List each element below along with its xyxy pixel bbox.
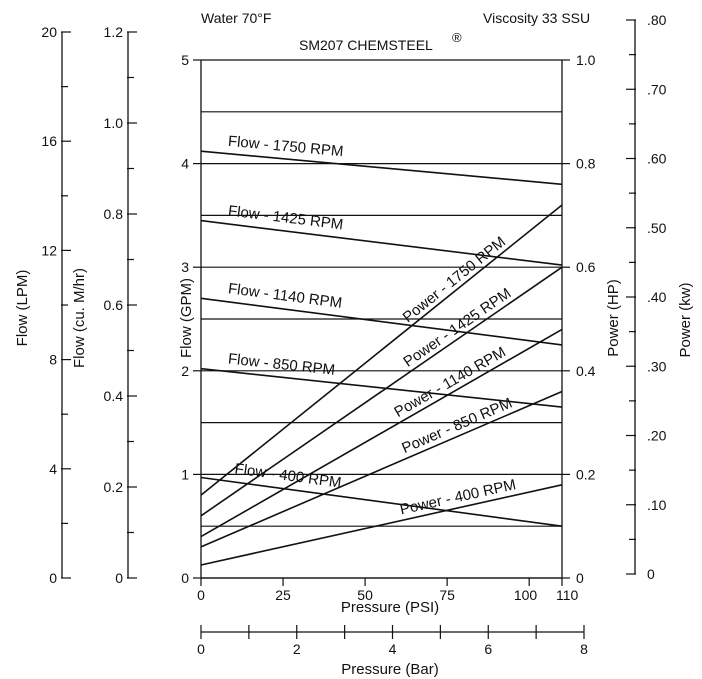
y-axis-hp-tick-label: 0.4 [576, 363, 596, 379]
y-axis-gpm-tick-label: 5 [181, 52, 189, 68]
x-axis-title: Pressure (PSI) [341, 599, 439, 616]
flow-curve-label: Flow - 850 RPM [227, 350, 336, 378]
flow-curve [200, 150, 563, 186]
y-axis-cum-tick-label: 0.2 [104, 479, 124, 495]
y-axis-title-cum: Flow (cu. M/hr) [71, 268, 88, 368]
power-curve [200, 204, 563, 496]
y-axis-lpm-tick-label: 20 [41, 24, 57, 40]
registered-mark: ® [452, 30, 462, 45]
flow-curve-label: Flow - 1425 RPM [227, 202, 344, 233]
x2-axis-bar-tick-label: 0 [197, 641, 205, 657]
x2-axis-bar-tick-label: 2 [293, 641, 301, 657]
flow-curve-label: Flow - 1140 RPM [227, 280, 343, 312]
power-curve [200, 266, 563, 517]
power-curve [200, 484, 563, 566]
flow-curve-label: Flow - 1750 RPM [227, 133, 344, 160]
y-axis-title-lpm: Flow (LPM) [14, 270, 31, 347]
y-axis-cum-tick-label: 0 [115, 570, 123, 586]
x-axis-psi-tick-label: 100 [514, 587, 538, 603]
y-axis-hp-tick-label: 0 [576, 570, 584, 586]
flow-curve [200, 476, 563, 527]
y-axis-lpm-tick-label: 12 [41, 242, 57, 258]
y-axis-hp-tick-label: 1.0 [576, 52, 596, 68]
y-axis-gpm-tick-label: 1 [181, 466, 189, 482]
x2-axis-title: Pressure (Bar) [341, 661, 439, 678]
y-axis-gpm-tick-label: 4 [181, 156, 189, 172]
y-axis-cum-tick-label: 0.6 [104, 297, 124, 313]
x-axis-psi-tick-label: 75 [439, 587, 455, 603]
x-axis-psi-tick-label: 110 [556, 587, 579, 603]
x-axis-psi-tick-label: 50 [357, 587, 373, 603]
x-axis-psi-tick-label: 25 [275, 587, 291, 603]
y-axis-cum-tick-label: 0.4 [104, 388, 124, 404]
x-axis-psi-tick-label: 0 [197, 587, 205, 603]
y-axis-lpm-tick-label: 0 [49, 570, 57, 586]
axes [61, 19, 636, 639]
y-axis-kw-tick-label: .70 [647, 81, 667, 97]
y-axis-kw-tick-label: .80 [647, 12, 667, 28]
power-curve [200, 328, 563, 538]
y-axis-cum-tick-label: 1.0 [104, 115, 124, 131]
y-axis-kw-tick-label: 0 [647, 566, 655, 582]
y-axis-kw-tick-label: .20 [647, 428, 667, 444]
y-axis-lpm-tick-label: 8 [49, 352, 57, 368]
x2-axis-bar-tick-label: 4 [389, 641, 397, 657]
flow-curve [200, 297, 563, 346]
flow-curve [200, 219, 563, 266]
y-axis-lpm-tick-label: 16 [41, 133, 57, 149]
y-axis-title-hp: Power (HP) [605, 279, 622, 357]
y-axis-gpm-tick-label: 3 [181, 259, 189, 275]
y-axis-hp-tick-label: 0.2 [576, 466, 596, 482]
y-axis-kw-tick-label: .40 [647, 289, 667, 305]
y-axis-gpm-tick-label: 0 [181, 570, 189, 586]
y-axis-hp-tick-label: 0.8 [576, 156, 596, 172]
flow-curve [200, 367, 563, 408]
y-axis-kw-tick-label: .10 [647, 497, 667, 513]
x2-axis-bar-tick-label: 8 [580, 641, 588, 657]
x2-axis-bar-tick-label: 6 [484, 641, 492, 657]
power-curve [200, 390, 563, 548]
y-axis-cum-tick-label: 1.2 [104, 24, 124, 40]
header-right: Viscosity 33 SSU [483, 10, 590, 26]
y-axis-title-kw: Power (kw) [677, 282, 694, 357]
y-axis-lpm-tick-label: 4 [49, 461, 57, 477]
y-axis-hp-tick-label: 0.6 [576, 259, 596, 275]
curves [200, 150, 563, 566]
y-axis-kw-tick-label: .30 [647, 358, 667, 374]
y-axis-kw-tick-label: .50 [647, 220, 667, 236]
chart-title: SM207 CHEMSTEEL [299, 37, 433, 53]
y-axis-title-gpm: Flow (GPM) [178, 278, 195, 358]
header-left: Water 70°F [201, 10, 271, 26]
y-axis-cum-tick-label: 0.8 [104, 206, 124, 222]
y-axis-gpm-tick-label: 2 [181, 363, 189, 379]
y-axis-kw-tick-label: .60 [647, 151, 667, 167]
